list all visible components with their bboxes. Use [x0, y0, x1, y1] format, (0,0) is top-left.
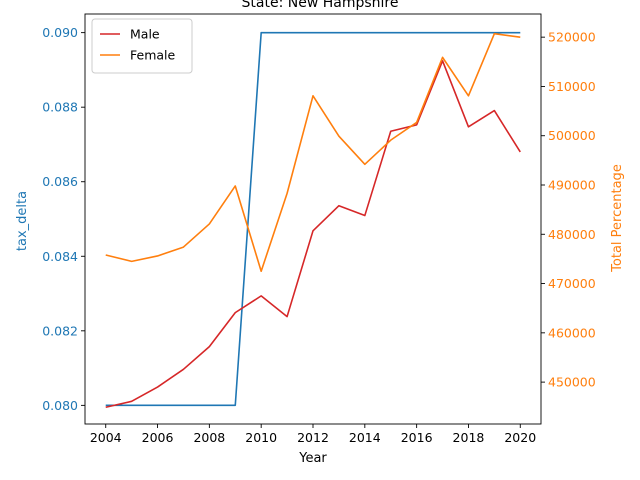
chart-title: State: New Hampshire [242, 0, 399, 11]
left-tick-label: 0.082 [42, 323, 78, 338]
axes-layer: 2004 2006 2008 2010 2012 2014 2016 2018 2020 0.08… [42, 13, 596, 445]
x-tick-label: 2004 [90, 430, 122, 445]
series-line-female [105, 32, 521, 273]
legend-label-male: Male [130, 27, 160, 42]
series-layer [105, 31, 521, 409]
right-tick-label: 510000 [548, 79, 596, 94]
right-axis-title: Total Percentage [610, 164, 625, 273]
right-tick-label: 450000 [548, 375, 596, 390]
x-tick-label: 2008 [193, 430, 225, 445]
x-tick-label: 2016 [401, 430, 433, 445]
plot-frame [84, 13, 542, 425]
left-tick-label: 0.090 [42, 25, 78, 40]
series-line-male [105, 60, 521, 409]
series-line-tax-delta [105, 31, 521, 407]
legend-box [91, 18, 193, 74]
x-tick-label: 2006 [142, 430, 174, 445]
right-tick-label: 500000 [548, 128, 596, 143]
x-tick-label: 2010 [245, 430, 277, 445]
left-tick-label: 0.086 [42, 174, 78, 189]
left-tick-label: 0.080 [42, 398, 78, 413]
right-tick-label: 470000 [548, 276, 596, 291]
x-tick-label: 2018 [453, 430, 485, 445]
left-tick-label: 0.088 [42, 100, 78, 115]
right-tick-label: 480000 [548, 227, 596, 242]
x-tick-label: 2014 [349, 430, 381, 445]
right-tick-label: 520000 [548, 30, 596, 45]
left-tick-label: 0.084 [42, 249, 78, 264]
x-axis-title: Year [298, 451, 327, 466]
legend-label-female: Female [130, 48, 176, 63]
x-tick-label: 2012 [297, 430, 329, 445]
right-tick-label: 460000 [548, 325, 596, 340]
legend: Male Female [91, 18, 193, 74]
right-tick-label: 490000 [548, 177, 596, 192]
x-tick-label: 2020 [504, 430, 536, 445]
left-axis-title: tax_delta [15, 191, 30, 251]
